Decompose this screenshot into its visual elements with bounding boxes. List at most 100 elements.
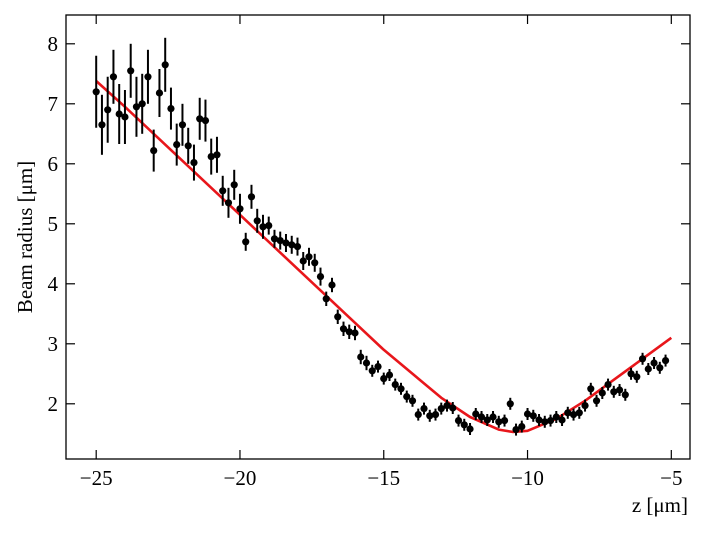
data-point bbox=[259, 223, 267, 231]
data-point bbox=[506, 400, 514, 408]
data-point bbox=[201, 117, 210, 125]
data-point bbox=[236, 205, 244, 213]
data-point bbox=[592, 397, 601, 405]
data-point bbox=[403, 393, 411, 401]
data-point bbox=[385, 371, 394, 379]
data-point bbox=[219, 187, 227, 195]
x-tick-label: −5 bbox=[660, 466, 682, 490]
data-point bbox=[391, 381, 399, 389]
data-point bbox=[523, 410, 532, 418]
y-tick-label: 7 bbox=[48, 92, 59, 116]
data-point bbox=[443, 402, 451, 410]
data-point bbox=[316, 273, 325, 281]
data-point bbox=[299, 257, 307, 265]
data-point bbox=[644, 365, 652, 373]
y-tick-label: 3 bbox=[48, 332, 59, 356]
data-point bbox=[138, 100, 146, 108]
data-point bbox=[638, 355, 647, 363]
data-point bbox=[564, 409, 572, 417]
data-point bbox=[408, 397, 417, 405]
data-point bbox=[115, 110, 123, 118]
axes-frame bbox=[65, 14, 691, 460]
data-point bbox=[178, 121, 187, 129]
x-tick-label: −10 bbox=[511, 466, 544, 490]
data-point bbox=[633, 373, 641, 381]
data-point bbox=[328, 281, 336, 289]
data-point bbox=[541, 418, 549, 426]
data-point bbox=[477, 413, 486, 421]
data-point bbox=[500, 417, 509, 425]
data-point bbox=[104, 106, 112, 114]
data-point bbox=[362, 359, 371, 367]
data-point bbox=[546, 417, 555, 425]
data-point bbox=[621, 391, 629, 399]
data-point bbox=[288, 241, 296, 249]
data-point bbox=[92, 88, 100, 96]
y-tick-label: 8 bbox=[48, 32, 59, 56]
data-point bbox=[489, 413, 497, 421]
data-point bbox=[466, 425, 474, 433]
x-tick-label: −25 bbox=[80, 466, 113, 490]
data-point bbox=[253, 217, 261, 225]
data-point bbox=[161, 61, 169, 69]
data-point bbox=[650, 359, 658, 367]
y-axis-label: Beam radius [μm] bbox=[13, 161, 37, 313]
data-point bbox=[368, 367, 376, 375]
data-point bbox=[230, 181, 238, 189]
data-point bbox=[569, 411, 578, 419]
data-point bbox=[357, 353, 365, 361]
data-point bbox=[224, 199, 233, 207]
data-point bbox=[615, 386, 624, 394]
data-point bbox=[604, 381, 612, 389]
data-point bbox=[535, 416, 543, 424]
data-point bbox=[109, 73, 118, 81]
data-point bbox=[334, 313, 342, 321]
data-point bbox=[495, 418, 503, 426]
data-point bbox=[460, 421, 468, 429]
data-point bbox=[552, 413, 560, 421]
data-point bbox=[98, 121, 106, 129]
data-point bbox=[167, 105, 175, 113]
data-point bbox=[207, 153, 215, 161]
data-point bbox=[472, 410, 480, 418]
data-point bbox=[121, 113, 129, 121]
data-point bbox=[627, 370, 635, 378]
data-point bbox=[587, 385, 595, 393]
data-point bbox=[431, 411, 440, 419]
y-tick-label: 6 bbox=[48, 152, 59, 176]
data-point bbox=[282, 239, 290, 247]
data-point bbox=[150, 147, 158, 155]
y-tick-label: 5 bbox=[48, 212, 59, 236]
data-point bbox=[512, 426, 520, 434]
data-point bbox=[426, 412, 434, 420]
data-point bbox=[454, 417, 463, 425]
data-point bbox=[293, 243, 302, 251]
data-point bbox=[132, 103, 141, 111]
data-point bbox=[184, 142, 192, 150]
data-point bbox=[173, 141, 181, 149]
data-point bbox=[529, 412, 537, 420]
data-point bbox=[661, 357, 670, 365]
y-tick-label: 2 bbox=[48, 392, 59, 416]
data-point bbox=[242, 238, 250, 246]
data-point bbox=[449, 404, 457, 412]
data-point bbox=[190, 159, 198, 167]
data-point bbox=[518, 423, 526, 431]
data-point bbox=[437, 405, 445, 413]
data-point bbox=[127, 67, 135, 75]
data-point bbox=[270, 235, 279, 243]
data-point bbox=[144, 73, 152, 81]
data-point bbox=[575, 409, 583, 417]
data-point bbox=[247, 193, 256, 201]
data-point bbox=[311, 259, 319, 267]
data-point bbox=[322, 295, 330, 303]
plot-area bbox=[92, 37, 673, 436]
data-point bbox=[339, 325, 348, 333]
data-point bbox=[345, 328, 353, 336]
data-point bbox=[558, 416, 566, 424]
data-point bbox=[598, 389, 606, 397]
data-point bbox=[397, 385, 405, 393]
data-point bbox=[305, 253, 313, 261]
data-point bbox=[414, 411, 422, 419]
